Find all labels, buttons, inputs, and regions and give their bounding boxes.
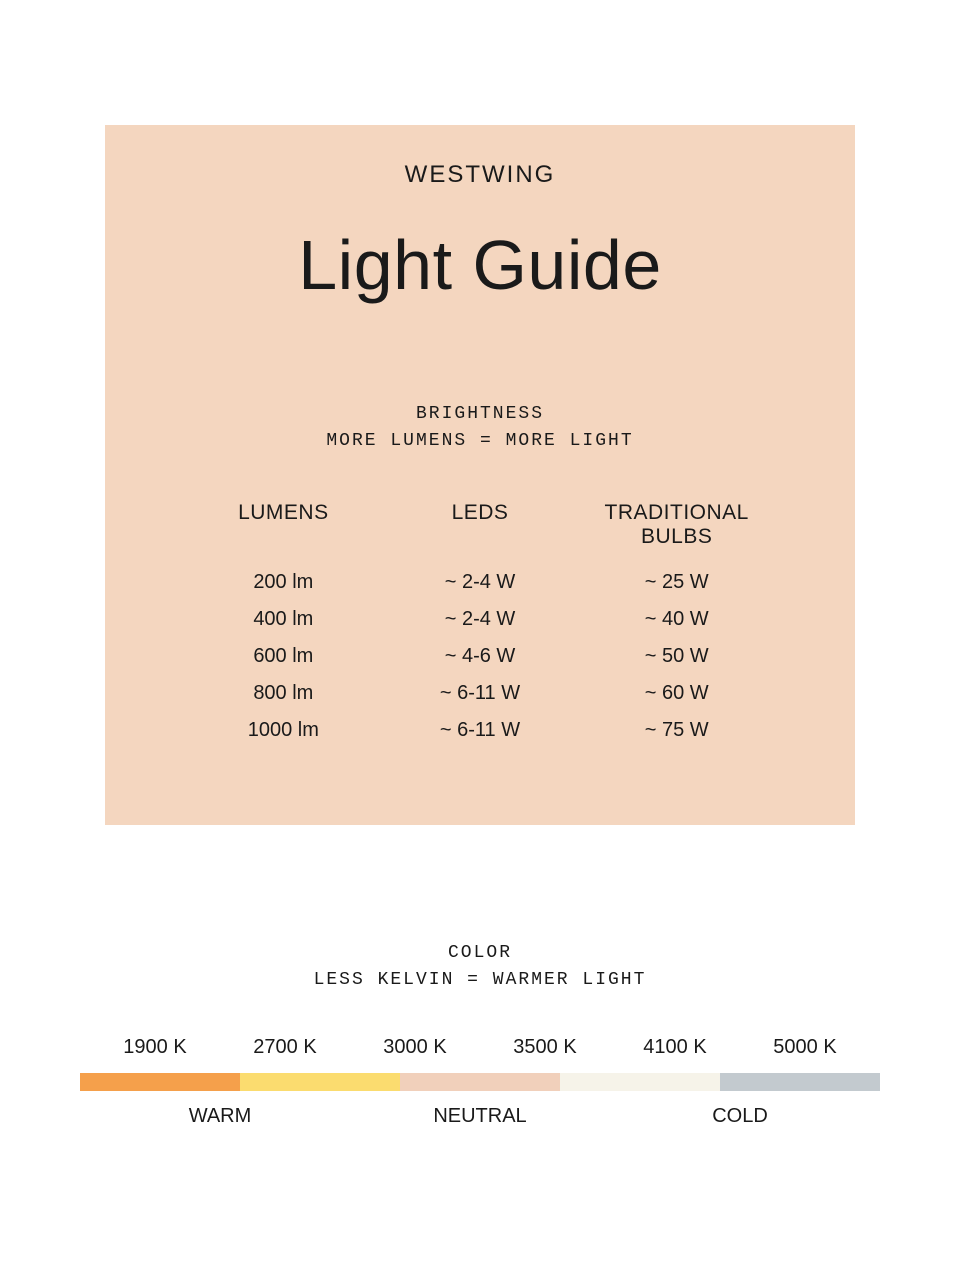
brightness-caption: BRIGHTNESS MORE LUMENS = MORE LIGHT: [155, 401, 805, 455]
color-segment: [80, 1073, 240, 1091]
kelvin-value: 3000 K: [350, 1036, 480, 1059]
color-segment: [240, 1073, 400, 1091]
color-line-2: LESS KELVIN = WARMER LIGHT: [314, 970, 647, 990]
cell-trad: ~ 75 W: [578, 719, 775, 742]
kelvin-value: 4100 K: [610, 1036, 740, 1059]
brightness-line-1: BRIGHTNESS: [416, 404, 544, 424]
table-row: 400 lm~ 2-4 W~ 40 W: [185, 608, 775, 631]
table-row: 800 lm~ 6-11 W~ 60 W: [185, 682, 775, 705]
color-segment: [400, 1073, 560, 1091]
table-row: 600 lm~ 4-6 W~ 50 W: [185, 645, 775, 668]
cell-lumens: 800 lm: [185, 682, 382, 705]
color-category: COLD: [610, 1105, 870, 1128]
cell-leds: ~ 6-11 W: [382, 719, 579, 742]
cell-trad: ~ 25 W: [578, 571, 775, 594]
cell-lumens: 400 lm: [185, 608, 382, 631]
cell-leds: ~ 6-11 W: [382, 682, 579, 705]
cell-lumens: 1000 lm: [185, 719, 382, 742]
color-category: NEUTRAL: [350, 1105, 610, 1128]
color-category: WARM: [90, 1105, 350, 1128]
kelvin-value: 1900 K: [90, 1036, 220, 1059]
kelvin-value: 3500 K: [480, 1036, 610, 1059]
table-header: LUMENS LEDS TRADITIONAL BULBS: [185, 501, 775, 549]
color-line-1: COLOR: [448, 943, 512, 963]
col-lumens: LUMENS: [185, 501, 382, 549]
col-traditional: TRADITIONAL BULBS: [578, 501, 775, 549]
cell-trad: ~ 40 W: [578, 608, 775, 631]
col-leds: LEDS: [382, 501, 579, 549]
cell-trad: ~ 50 W: [578, 645, 775, 668]
color-bar: [80, 1073, 880, 1091]
cell-lumens: 200 lm: [185, 571, 382, 594]
table-row: 200 lm~ 2-4 W~ 25 W: [185, 571, 775, 594]
kelvin-value: 5000 K: [740, 1036, 870, 1059]
kelvin-value: 2700 K: [220, 1036, 350, 1059]
color-segment: [720, 1073, 880, 1091]
category-row: WARMNEUTRALCOLD: [80, 1105, 880, 1128]
cell-leds: ~ 4-6 W: [382, 645, 579, 668]
cell-leds: ~ 2-4 W: [382, 608, 579, 631]
light-guide-card: WESTWING Light Guide BRIGHTNESS MORE LUM…: [105, 125, 855, 825]
brightness-table: LUMENS LEDS TRADITIONAL BULBS 200 lm~ 2-…: [185, 501, 775, 742]
color-segment: [560, 1073, 720, 1091]
brightness-line-2: MORE LUMENS = MORE LIGHT: [326, 431, 633, 451]
table-row: 1000 lm~ 6-11 W~ 75 W: [185, 719, 775, 742]
color-section: COLOR LESS KELVIN = WARMER LIGHT 1900 K2…: [80, 940, 880, 1128]
page-title: Light Guide: [155, 225, 805, 305]
kelvin-row: 1900 K2700 K3000 K3500 K4100 K5000 K: [80, 1036, 880, 1059]
cell-trad: ~ 60 W: [578, 682, 775, 705]
cell-leds: ~ 2-4 W: [382, 571, 579, 594]
color-caption: COLOR LESS KELVIN = WARMER LIGHT: [80, 940, 880, 994]
brand-label: WESTWING: [155, 161, 805, 189]
cell-lumens: 600 lm: [185, 645, 382, 668]
